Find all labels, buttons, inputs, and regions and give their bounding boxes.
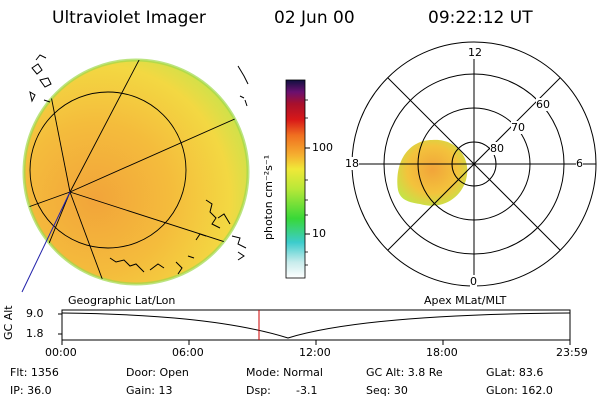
gc-alt-axis-label: GC Alt (2, 305, 15, 340)
x-tick-2359: 23:59 (556, 346, 588, 359)
mlt-label-18: 18 (345, 157, 359, 170)
y-tick-1-8: 1.8 (26, 327, 44, 340)
glon-value: GLon: 162.0 (486, 384, 553, 397)
coastlines (29, 54, 249, 275)
mode-value: Mode: Normal (246, 366, 323, 379)
auroral-disk (24, 60, 248, 284)
lat-label-80: 80 (490, 142, 504, 155)
altitude-curve (61, 312, 571, 339)
x-tick-0000: 00:00 (45, 346, 77, 359)
colorbar-tick-10: 10 (312, 227, 326, 240)
track-line (21, 191, 71, 293)
geographic-label: Geographic Lat/Lon (68, 294, 176, 307)
intensity-colorbar (285, 79, 310, 279)
instrument-title: Ultraviolet Imager (52, 8, 206, 28)
x-tick-0600: 06:00 (172, 346, 204, 359)
ip-value: IP: 36.0 (10, 384, 52, 397)
gain-value: Gain: 13 (126, 384, 173, 397)
timeline-ticks (58, 313, 571, 345)
earth-image (21, 54, 250, 293)
date-label: 02 Jun 00 (274, 8, 355, 28)
colorbar-unit-label: photon cm⁻²s⁻¹ (262, 154, 275, 240)
lat-label-70: 70 (511, 121, 525, 134)
dsp-label: Dsp: (246, 384, 271, 397)
flight-number: Flt: 1356 (10, 366, 59, 379)
lat-label-60: 60 (536, 98, 550, 111)
sequence-number: Seq: 30 (366, 384, 408, 397)
mlt-label-0: 0 (470, 275, 477, 288)
mlt-label-12: 12 (468, 46, 482, 59)
altitude-timeline (58, 309, 571, 345)
x-tick-1800: 18:00 (426, 346, 458, 359)
dsp-value: -3.1 (296, 384, 318, 397)
time-label: 09:22:12 UT (428, 8, 533, 28)
auroral-oval (397, 139, 468, 206)
y-tick-9: 9.0 (26, 307, 44, 320)
apex-label: Apex MLat/MLT (424, 294, 507, 307)
door-status: Door: Open (126, 366, 189, 379)
mlt-label-6: 6 (576, 157, 583, 170)
glat-value: GLat: 83.6 (486, 366, 544, 379)
polar-plot (351, 41, 597, 287)
polar-grid (351, 41, 597, 287)
x-tick-1200: 12:00 (299, 346, 331, 359)
gc-alt-value: GC Alt: 3.8 Re (366, 366, 443, 379)
colorbar-tick-100: 100 (312, 141, 333, 154)
